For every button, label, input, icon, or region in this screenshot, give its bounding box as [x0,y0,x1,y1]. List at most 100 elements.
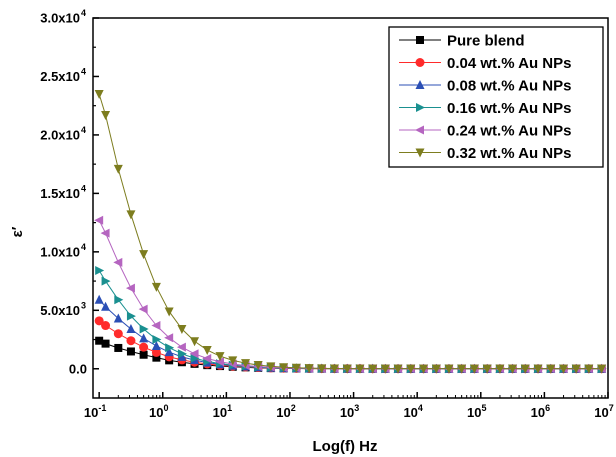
data-point [164,333,174,343]
data-point [584,364,594,374]
legend-marker [415,148,425,158]
axes-layer: 0.05.0x10 31.0x10 41.5x10 42.0x10 42.5x10 43.… [40,8,614,420]
series-6 [94,90,607,374]
y-tick-label: 2.5x10 [40,69,80,84]
y-axis-title: ε′ [9,226,26,237]
data-point [100,228,110,238]
legend-label: 0.32 wt.% Au NPs [447,145,571,162]
data-point [152,335,162,345]
data-point [139,350,148,359]
y-tick-exponent: 4 [81,242,86,252]
legend-label: 0.24 wt.% Au NPs [447,123,571,140]
data-point [101,321,111,331]
data-point [202,346,212,356]
data-point [125,283,135,293]
data-point [164,307,174,317]
data-point [139,342,149,352]
data-point [317,364,327,374]
y-tick-exponent: 4 [81,183,86,193]
data-point [126,336,136,346]
legend-entry: 0.16 wt.% Au NPs [399,100,571,117]
data-point [101,339,110,348]
data-point [571,364,581,374]
data-point [520,364,530,374]
data-point [94,316,104,326]
legend-entry: 0.32 wt.% Au NPs [399,145,571,162]
series-layer [94,90,607,374]
legend-label: Pure blend [447,33,525,50]
data-point [139,324,149,334]
data-point [126,311,136,321]
data-point [393,364,403,374]
x-tick-label: 105 [467,403,486,420]
data-point [469,364,479,374]
data-point [189,349,199,359]
data-point [165,343,175,353]
legend-entry: 0.04 wt.% Au NPs [399,55,571,72]
data-point [94,90,104,99]
data-point [101,276,111,286]
data-point [228,356,238,366]
legend-marker [416,36,424,44]
x-axis-title: Log(f) Hz [313,438,378,455]
data-point [342,364,352,374]
y-tick-exponent: 4 [81,66,86,76]
data-point [139,333,149,343]
legend-marker [415,58,425,67]
legend-entry: Pure blend [399,33,525,50]
data-point [202,353,212,363]
data-point [113,313,123,323]
x-tick-label: 106 [531,403,550,420]
data-point [215,357,225,367]
data-point [444,364,454,374]
data-point [176,342,186,352]
data-point [457,364,467,374]
data-point [546,364,556,374]
data-point [419,364,429,374]
y-tick-exponent: 4 [81,125,86,135]
data-point [406,364,416,374]
data-point [94,215,104,225]
data-point [355,364,365,374]
data-point [266,362,276,372]
y-tick-label: 5.0x10 [40,303,80,318]
series-5 [94,215,606,374]
data-point [126,210,136,220]
y-tick-exponent: 3 [81,300,86,310]
data-point [291,363,301,373]
legend-marker [415,125,424,135]
legend-label: 0.04 wt.% Au NPs [447,55,571,72]
data-point [177,351,187,361]
x-tick-label: 107 [594,403,613,420]
legend-entry: 0.24 wt.% Au NPs [399,123,571,140]
data-point [126,324,136,334]
data-point [190,337,200,347]
data-point [101,111,111,121]
data-point [151,321,161,331]
data-point [508,364,518,374]
data-point [597,364,607,374]
y-tick-label: 3.0x10 [40,11,80,26]
data-point [279,363,289,373]
data-point [114,295,124,305]
data-point [113,164,123,174]
data-point [368,364,378,374]
data-point [482,364,492,374]
data-point [533,364,543,374]
data-point [95,336,104,345]
data-point [126,347,135,356]
data-point [151,282,161,292]
data-point [95,266,105,276]
x-tick-label: 101 [213,403,232,420]
data-point [152,353,161,362]
x-tick-label: 10-1 [84,403,106,420]
data-point [138,304,148,314]
x-tick-label: 100 [149,403,168,420]
data-point [177,349,187,359]
x-tick-label: 103 [340,403,359,420]
data-point [329,364,339,374]
legend-box [388,26,604,168]
data-point [190,353,200,363]
data-point [151,347,161,357]
